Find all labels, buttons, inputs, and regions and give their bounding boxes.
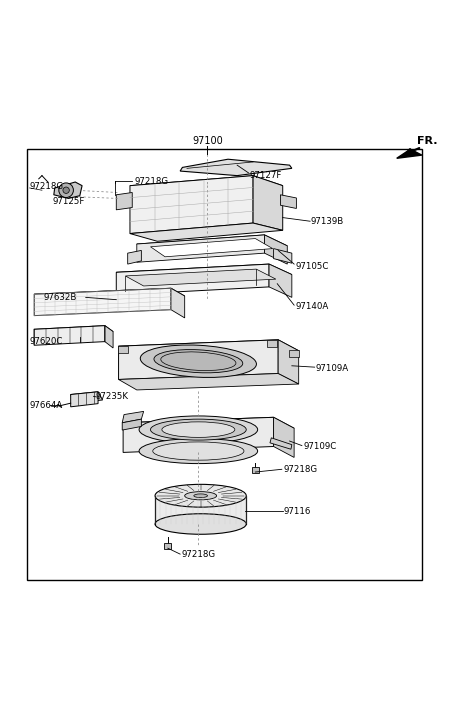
- Text: 97127F: 97127F: [249, 171, 282, 180]
- Polygon shape: [269, 438, 291, 449]
- Polygon shape: [396, 149, 421, 158]
- Polygon shape: [116, 193, 132, 210]
- Polygon shape: [122, 411, 143, 423]
- Polygon shape: [150, 238, 272, 257]
- Text: 97100: 97100: [192, 135, 222, 145]
- Polygon shape: [180, 159, 291, 176]
- Ellipse shape: [184, 491, 216, 500]
- Polygon shape: [34, 289, 171, 316]
- Ellipse shape: [193, 494, 207, 497]
- Polygon shape: [130, 176, 253, 233]
- Polygon shape: [34, 326, 113, 335]
- Bar: [288, 350, 298, 357]
- Polygon shape: [264, 235, 287, 264]
- Bar: [164, 543, 171, 549]
- Polygon shape: [34, 326, 105, 345]
- Polygon shape: [136, 235, 287, 255]
- Bar: [27, 149, 421, 580]
- Polygon shape: [127, 250, 141, 264]
- Ellipse shape: [154, 350, 242, 373]
- Text: 97620C: 97620C: [30, 337, 63, 346]
- Polygon shape: [273, 417, 293, 457]
- Text: 97218G: 97218G: [283, 465, 317, 474]
- Polygon shape: [155, 496, 246, 524]
- Polygon shape: [268, 264, 291, 297]
- Text: 97116: 97116: [283, 507, 310, 516]
- Polygon shape: [116, 264, 291, 282]
- Polygon shape: [71, 392, 98, 407]
- Ellipse shape: [162, 422, 234, 438]
- Text: 97664A: 97664A: [30, 401, 63, 410]
- Circle shape: [59, 183, 73, 198]
- Text: FR.: FR.: [416, 135, 437, 145]
- Circle shape: [63, 187, 69, 193]
- Polygon shape: [118, 340, 298, 357]
- Polygon shape: [116, 264, 268, 295]
- Polygon shape: [280, 195, 296, 209]
- Text: 97139B: 97139B: [310, 217, 344, 225]
- Text: 97109A: 97109A: [315, 364, 348, 374]
- Polygon shape: [122, 419, 141, 430]
- Text: 97235K: 97235K: [96, 392, 128, 401]
- Text: 97218G: 97218G: [181, 550, 215, 558]
- Polygon shape: [253, 176, 282, 230]
- Polygon shape: [118, 340, 278, 379]
- Ellipse shape: [139, 438, 257, 464]
- Ellipse shape: [155, 484, 246, 507]
- Ellipse shape: [140, 345, 256, 377]
- Polygon shape: [105, 326, 113, 348]
- Polygon shape: [54, 182, 82, 198]
- Polygon shape: [278, 340, 298, 384]
- Text: 97125F: 97125F: [52, 197, 85, 206]
- Ellipse shape: [155, 514, 246, 534]
- Ellipse shape: [150, 419, 246, 440]
- Text: 97218G: 97218G: [30, 182, 64, 191]
- Text: 97632B: 97632B: [43, 293, 76, 302]
- Text: 97140A: 97140A: [295, 302, 328, 311]
- Polygon shape: [171, 289, 184, 318]
- Ellipse shape: [152, 442, 243, 460]
- Polygon shape: [123, 417, 293, 434]
- Bar: [267, 340, 277, 347]
- Polygon shape: [125, 269, 275, 286]
- Text: 97109C: 97109C: [303, 442, 336, 451]
- Bar: [251, 467, 258, 473]
- Text: 97218G: 97218G: [134, 177, 168, 185]
- Polygon shape: [130, 176, 282, 196]
- Polygon shape: [136, 235, 264, 262]
- Polygon shape: [118, 374, 298, 390]
- Text: 97105C: 97105C: [295, 262, 328, 271]
- Bar: [117, 346, 127, 353]
- Polygon shape: [71, 392, 102, 403]
- Polygon shape: [34, 289, 184, 302]
- Polygon shape: [130, 223, 282, 241]
- Polygon shape: [123, 417, 273, 452]
- Polygon shape: [273, 249, 291, 263]
- Ellipse shape: [139, 416, 257, 443]
